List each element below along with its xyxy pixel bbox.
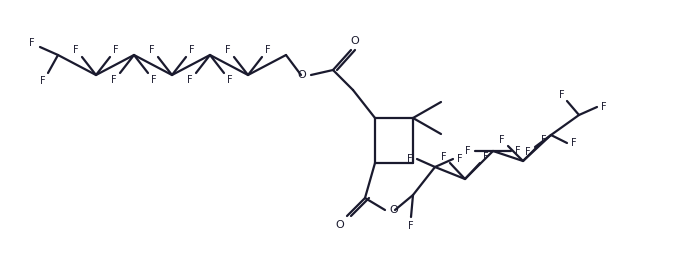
Text: F: F (29, 38, 35, 48)
Text: F: F (151, 75, 157, 85)
Text: F: F (457, 154, 463, 164)
Text: F: F (559, 90, 565, 100)
Text: F: F (465, 146, 471, 156)
Text: F: F (515, 146, 521, 156)
Text: F: F (227, 75, 233, 85)
Text: F: F (441, 152, 446, 162)
Text: F: F (113, 45, 119, 55)
Text: F: F (407, 154, 413, 164)
Text: F: F (111, 75, 117, 85)
Text: O: O (351, 36, 360, 46)
Text: F: F (187, 75, 193, 85)
Text: O: O (336, 220, 344, 230)
Text: F: F (225, 45, 231, 55)
Text: O: O (389, 205, 398, 215)
Text: F: F (189, 45, 195, 55)
Text: F: F (541, 135, 547, 145)
Text: F: F (73, 45, 79, 55)
Text: F: F (500, 135, 505, 145)
Text: F: F (525, 147, 531, 157)
Text: F: F (601, 102, 607, 112)
Text: F: F (408, 221, 414, 231)
Text: F: F (40, 76, 45, 86)
Text: F: F (483, 152, 489, 162)
Text: F: F (265, 45, 271, 55)
Text: F: F (150, 45, 155, 55)
Text: F: F (571, 138, 577, 148)
Text: O: O (298, 70, 307, 80)
